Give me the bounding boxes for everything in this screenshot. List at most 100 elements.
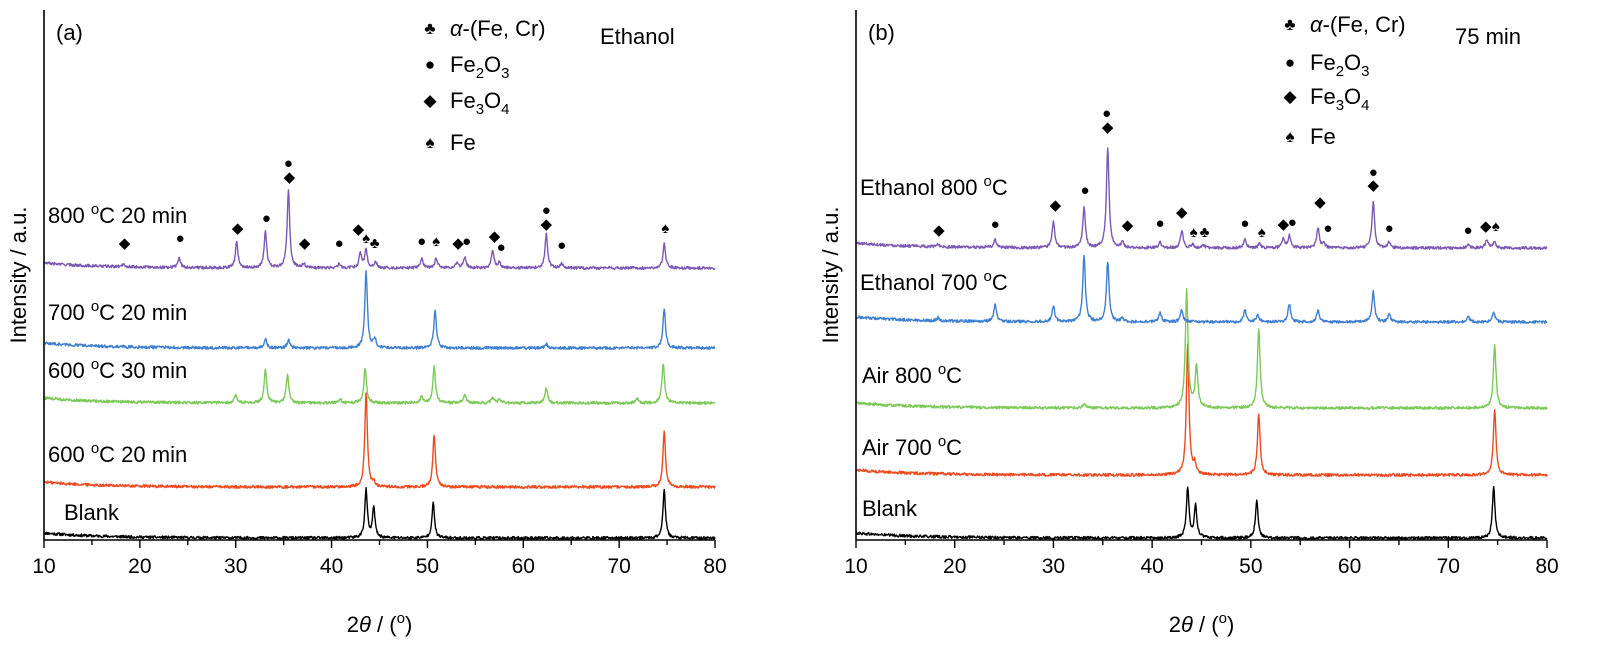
phase-marker-fe-icon: ♠ — [1492, 218, 1500, 235]
phase-marker-fe2o3-icon: ● — [284, 155, 293, 172]
legend-entry: Fe3O4 — [1310, 84, 1370, 114]
phase-marker-fe2o3-icon: ● — [497, 239, 506, 256]
x-axis-title: 2θ / (o) — [1169, 610, 1235, 637]
legend-alpha-fe-cr-icon: ♣ — [424, 19, 435, 38]
phase-marker-fe-icon: ♠ — [432, 233, 440, 250]
legend-entry: Fe2O3 — [1310, 50, 1370, 80]
phase-marker-fe3o4-icon: ◆ — [299, 235, 311, 252]
legend-alpha-fe-cr-icon: ♣ — [1284, 15, 1295, 34]
phase-marker-fe2o3-icon: ● — [1102, 105, 1111, 122]
trace-label: 600 oC 20 min — [48, 440, 187, 467]
phase-marker-fe-icon: ♠ — [362, 230, 370, 247]
legend-fe2o3-icon: ● — [425, 55, 435, 74]
panel-annotation: 75 min — [1455, 24, 1521, 49]
legend-entry: Fe2O3 — [450, 52, 510, 82]
phase-marker-fe2o3-icon: ● — [1323, 220, 1332, 237]
x-tick-label: 40 — [1140, 555, 1163, 578]
phase-marker-fe2o3-icon: ● — [1385, 220, 1394, 237]
phase-marker-fe3o4-icon: ◆ — [284, 169, 296, 186]
x-tick-label: 50 — [1239, 555, 1262, 578]
x-tick-label: 50 — [416, 555, 439, 578]
phase-marker-fe3o4-icon: ◆ — [1368, 177, 1380, 194]
y-axis-title: Intensity / a.u. — [6, 207, 31, 344]
x-tick-label: 70 — [1437, 555, 1460, 578]
x-tick-label: 30 — [224, 555, 247, 578]
panel-label: (a) — [56, 20, 83, 45]
phase-marker-alpha-fe-cr-icon: ♣ — [370, 235, 380, 252]
phase-marker-fe-icon: ♠ — [661, 220, 669, 237]
phase-marker-fe2o3-icon: ● — [1155, 215, 1164, 232]
panel-a: Blank 600 oC 20 min 600 oC 30 min 700 oC 20… — [6, 10, 727, 637]
x-tick-label: 80 — [703, 555, 726, 578]
phase-marker-fe3o4-icon: ◆ — [489, 228, 501, 245]
phase-marker-fe3o4-icon: ◆ — [1050, 197, 1062, 214]
panel-label: (b) — [868, 20, 895, 45]
legend-entry: Fe — [450, 130, 476, 155]
trace-label: 800 oC 20 min — [48, 201, 187, 228]
phase-marker-fe2o3-icon: ● — [1080, 182, 1089, 199]
phase-marker-fe3o4-icon: ◆ — [1314, 194, 1326, 211]
phase-marker-fe2o3-icon: ● — [176, 230, 185, 247]
x-tick-label: 20 — [943, 555, 966, 578]
phase-marker-fe3o4-icon: ◆ — [1122, 217, 1134, 234]
xrd-trace-b-1 — [855, 343, 1548, 478]
xrd-trace-a-3 — [43, 269, 716, 351]
x-axis-title: 2θ / (o) — [347, 610, 413, 637]
xrd-trace-b-4 — [855, 147, 1548, 251]
phase-marker-fe2o3-icon: ● — [1240, 215, 1249, 232]
phase-marker-fe3o4-icon: ◆ — [541, 216, 553, 233]
trace-label: Blank — [64, 500, 120, 525]
legend-entry: Fe — [1310, 124, 1336, 149]
phase-marker-fe3o4-icon: ◆ — [452, 235, 464, 252]
x-tick-label: 70 — [607, 555, 630, 578]
phase-marker-fe2o3-icon: ● — [335, 235, 344, 252]
phase-marker-fe2o3-icon: ● — [542, 202, 551, 219]
x-tick-label: 30 — [1042, 555, 1065, 578]
phase-marker-fe2o3-icon: ● — [262, 210, 271, 227]
trace-label: Air 700 oC — [862, 433, 962, 460]
phase-marker-fe-icon: ♠ — [1190, 224, 1198, 241]
phase-marker-fe3o4-icon: ◆ — [1480, 218, 1492, 235]
xrd-trace-b-3 — [855, 254, 1548, 325]
phase-marker-fe3o4-icon: ◆ — [933, 222, 945, 239]
legend-fe2o3-icon: ● — [1285, 53, 1295, 72]
panel-annotation: Ethanol — [600, 24, 675, 49]
x-tick-label: 80 — [1535, 555, 1558, 578]
legend-entry: α-(Fe, Cr) — [450, 16, 546, 41]
legend-fe3o4-icon: ◆ — [1283, 87, 1297, 106]
phase-marker-fe3o4-icon: ◆ — [1102, 119, 1114, 136]
trace-label: Ethanol 700 oC — [860, 268, 1008, 295]
xrd-trace-b-2 — [855, 287, 1548, 411]
x-tick-label: 60 — [512, 555, 535, 578]
xrd-trace-a-2 — [43, 363, 716, 406]
legend-fe3o4-icon: ◆ — [423, 91, 437, 110]
legend-entry: Fe3O4 — [450, 88, 510, 118]
phase-marker-fe2o3-icon: ● — [1463, 222, 1472, 239]
xrd-trace-a-1 — [43, 392, 716, 490]
trace-label: 700 oC 20 min — [48, 298, 187, 325]
phase-marker-alpha-fe-cr-icon: ♣ — [1200, 224, 1210, 241]
trace-label: Ethanol 800 oC — [860, 173, 1008, 200]
xrd-trace-a-0 — [43, 486, 716, 541]
phase-marker-fe2o3-icon: ● — [1288, 214, 1297, 231]
legend-fe-icon: ♠ — [425, 133, 434, 152]
y-axis-title: Intensity / a.u. — [818, 207, 843, 344]
phase-marker-fe2o3-icon: ● — [417, 233, 426, 250]
x-tick-label: 60 — [1338, 555, 1361, 578]
phase-marker-fe2o3-icon: ● — [1369, 164, 1378, 181]
xrd-trace-a-4 — [43, 189, 716, 271]
xrd-trace-b-0 — [855, 486, 1548, 541]
phase-marker-fe2o3-icon: ● — [462, 233, 471, 250]
phase-marker-fe2o3-icon: ● — [557, 237, 566, 254]
trace-label: Blank — [862, 496, 918, 521]
legend-fe-icon: ♠ — [1285, 127, 1294, 146]
phase-marker-fe3o4-icon: ◆ — [119, 235, 131, 252]
phase-marker-fe2o3-icon: ● — [991, 216, 1000, 233]
x-tick-label: 20 — [128, 555, 151, 578]
panel-b: Blank Air 700 oC Air 800 oC Ethanol 700 oC E… — [818, 10, 1559, 637]
phase-marker-fe-icon: ♠ — [1258, 224, 1266, 241]
phase-marker-fe3o4-icon: ◆ — [1278, 216, 1290, 233]
phase-marker-fe3o4-icon: ◆ — [353, 221, 365, 238]
trace-label: Air 800 oC — [862, 361, 962, 388]
